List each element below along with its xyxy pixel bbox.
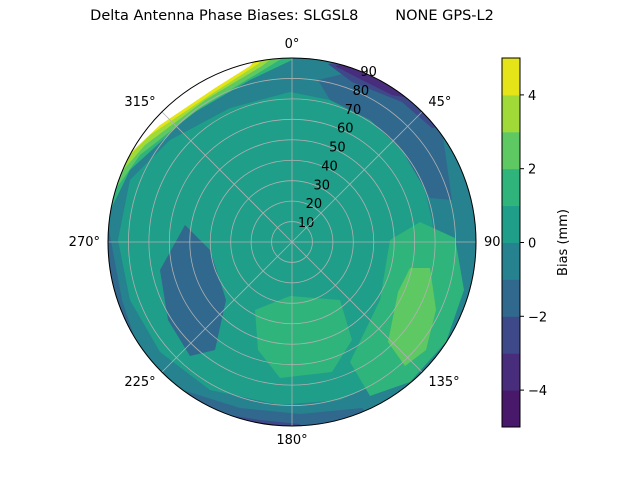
colorbar-band	[502, 131, 520, 170]
colorbar-tick-label: 2	[528, 163, 536, 178]
colorbar-band	[502, 168, 520, 207]
colorbar-band	[502, 353, 520, 391]
colorbar-tick-label: −4	[528, 384, 547, 399]
contour-level--2-left	[160, 225, 226, 356]
r-tick-label: 40	[321, 159, 338, 174]
colorbar-tick-label: 0	[528, 237, 536, 252]
colorbar-tick-label: 4	[528, 89, 536, 104]
r-tick-label: 70	[345, 103, 362, 118]
chart-title: Delta Antenna Phase Biases: SLGSL8 NONE …	[90, 8, 494, 24]
theta-tick-label: 90°	[484, 235, 507, 250]
colorbar-band	[502, 58, 520, 96]
r-tick-label: 80	[353, 84, 370, 99]
contour-level-2	[388, 268, 436, 366]
theta-tick-label: 135°	[428, 375, 459, 390]
contour-level--2-top-right	[318, 70, 452, 200]
colorbar-band	[502, 242, 520, 280]
colorbar-label: Bias (mm)	[556, 209, 571, 276]
theta-tick-label: 180°	[276, 433, 307, 448]
theta-gridline	[291, 111, 423, 243]
theta-tick-label: 315°	[124, 95, 155, 110]
r-tick-label: 30	[313, 178, 330, 193]
colorbar-band	[502, 94, 520, 133]
contour-level-1-bottom	[255, 296, 352, 378]
colorbar-tick-label: −2	[528, 310, 547, 325]
r-tick-label: 10	[298, 216, 315, 231]
theta-gridline	[161, 241, 293, 373]
polar-frame	[107, 57, 477, 427]
r-tick-label: 50	[329, 141, 346, 156]
contour-level--2-bottom	[165, 386, 390, 426]
colorbar-band	[502, 316, 520, 354]
theta-gridline	[161, 111, 293, 243]
theta-tick-label: 225°	[124, 375, 155, 390]
colorbar-band	[502, 279, 520, 317]
theta-gridline	[291, 241, 423, 373]
r-tick-label: 20	[306, 197, 323, 212]
theta-tick-label: 45°	[428, 95, 451, 110]
theta-tick-label: 0°	[285, 37, 300, 52]
colorbar-band	[502, 390, 520, 428]
theta-tick-label: 270°	[69, 235, 100, 250]
r-tick-label: 60	[337, 122, 354, 137]
colorbar-band	[502, 205, 520, 243]
